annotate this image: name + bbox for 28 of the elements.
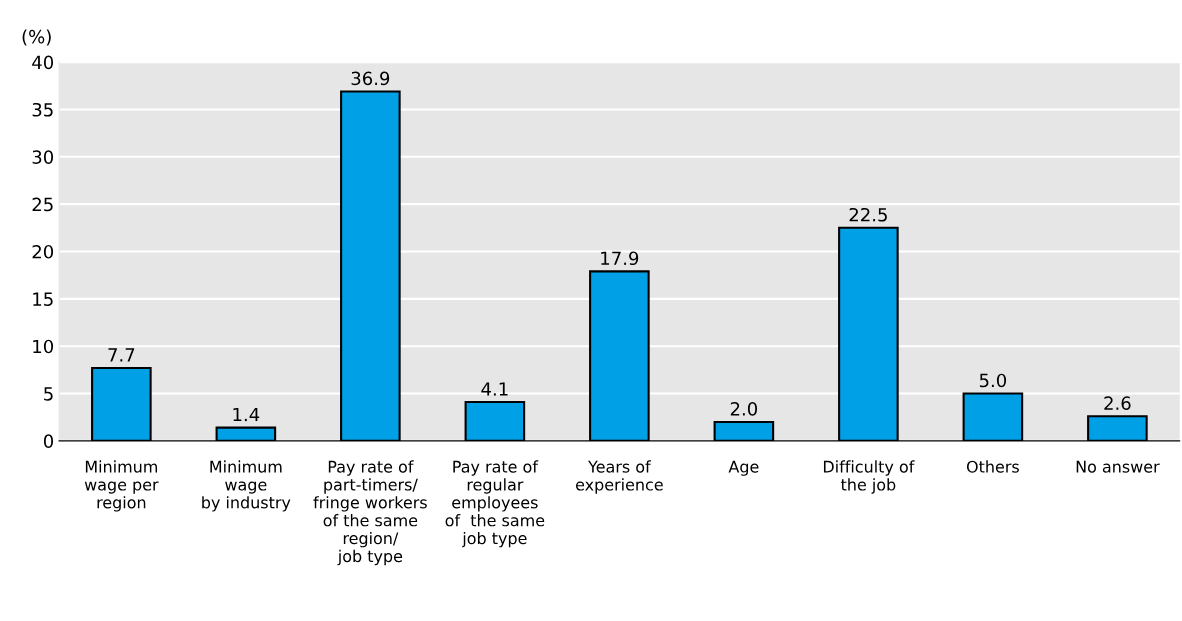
y-tick-label: 5 xyxy=(44,387,53,401)
x-tick-label: Others xyxy=(966,460,1019,473)
y-tick-label: 25 xyxy=(32,197,53,212)
y-axis-title: (%) xyxy=(22,29,51,46)
y-tick-label: 40 xyxy=(32,55,54,70)
y-tick-label: 0 xyxy=(43,434,54,449)
data-label: 1.4 xyxy=(233,407,260,422)
data-label: 7.7 xyxy=(108,348,135,362)
x-tick-label: No answer xyxy=(1076,460,1160,473)
data-label: 17.9 xyxy=(601,251,639,266)
y-tick-label: 20 xyxy=(32,244,54,259)
data-label: 36.9 xyxy=(351,71,390,86)
x-tick-label: Difficulty of the job xyxy=(823,460,915,494)
data-label: 2.6 xyxy=(1104,396,1131,411)
data-label: 2.0 xyxy=(730,402,758,416)
y-tick-label: 30 xyxy=(32,150,54,164)
x-tick-label: Years of experience xyxy=(575,460,663,494)
x-tick-label: Age xyxy=(728,460,759,476)
data-label: 4.1 xyxy=(481,382,508,396)
x-tick-label: Minimum wage per region xyxy=(84,460,159,512)
y-tick-label: 35 xyxy=(32,102,53,117)
x-tick-label: Minimum wage by industry xyxy=(202,460,291,512)
x-tick-label: Pay rate of part-timers/ fringe workers of the same region/ job type xyxy=(313,460,427,566)
x-tick-label: Pay rate of regular employees of the same job type xyxy=(445,460,545,548)
y-tick-label: 15 xyxy=(33,292,53,306)
data-label: 5.0 xyxy=(979,373,1007,388)
data-label: 22.5 xyxy=(849,207,887,222)
y-tick-label: 10 xyxy=(33,339,54,354)
